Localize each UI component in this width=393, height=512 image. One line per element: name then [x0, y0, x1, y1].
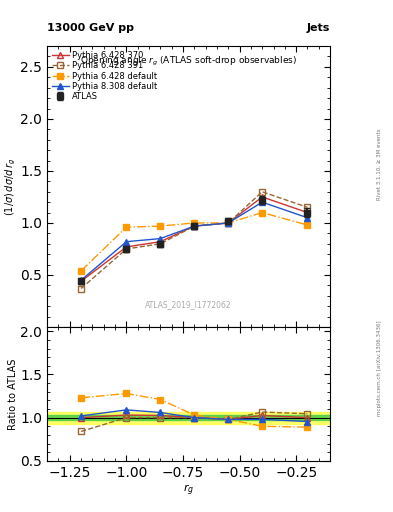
Bar: [47, 412, 330, 424]
Pythia 8.308 default: [79, 277, 83, 283]
Text: Jets: Jets: [307, 23, 330, 33]
Y-axis label: Ratio to ATLAS: Ratio to ATLAS: [7, 358, 18, 430]
Pythia 6.428 370: [124, 244, 129, 250]
Pythia 8.308 default: [260, 199, 264, 205]
Pythia 6.428 370: [192, 223, 196, 229]
Y-axis label: $(1/\sigma)\,d\sigma/d\,r_g$: $(1/\sigma)\,d\sigma/d\,r_g$: [3, 157, 18, 216]
Pythia 6.428 391: [124, 246, 129, 252]
Pythia 6.428 default: [226, 220, 231, 226]
Pythia 6.428 391: [260, 189, 264, 195]
Pythia 6.428 default: [79, 268, 83, 274]
Text: Rivet 3.1.10, ≥ 3M events: Rivet 3.1.10, ≥ 3M events: [377, 128, 382, 200]
Pythia 6.428 391: [158, 241, 163, 247]
Legend: Pythia 6.428 370, Pythia 6.428 391, Pythia 6.428 default, Pythia 8.308 default, : Pythia 6.428 370, Pythia 6.428 391, Pyth…: [50, 49, 160, 103]
Pythia 6.428 default: [124, 224, 129, 230]
Pythia 6.428 370: [158, 239, 163, 245]
Line: Pythia 6.428 default: Pythia 6.428 default: [78, 210, 310, 273]
Pythia 8.308 default: [192, 223, 196, 229]
Pythia 6.428 391: [192, 223, 196, 229]
Text: Opening angle $r_g$ (ATLAS soft-drop observables): Opening angle $r_g$ (ATLAS soft-drop obs…: [80, 54, 297, 68]
Line: Pythia 6.428 370: Pythia 6.428 370: [78, 194, 310, 284]
Pythia 8.308 default: [124, 239, 129, 245]
X-axis label: $r_g$: $r_g$: [183, 482, 194, 498]
Pythia 8.308 default: [158, 236, 163, 242]
Pythia 6.428 370: [226, 220, 231, 226]
Text: ATLAS_2019_I1772062: ATLAS_2019_I1772062: [145, 300, 232, 309]
Line: Pythia 6.428 391: Pythia 6.428 391: [78, 189, 310, 291]
Pythia 6.428 370: [305, 209, 310, 216]
Line: Pythia 8.308 default: Pythia 8.308 default: [78, 199, 310, 283]
Pythia 6.428 default: [158, 223, 163, 229]
Pythia 6.428 391: [305, 204, 310, 210]
Pythia 6.428 391: [79, 286, 83, 292]
Pythia 6.428 default: [305, 222, 310, 228]
Pythia 6.428 391: [226, 220, 231, 226]
Pythia 6.428 370: [260, 194, 264, 200]
Pythia 6.428 default: [260, 209, 264, 216]
Text: 13000 GeV pp: 13000 GeV pp: [47, 23, 134, 33]
Pythia 6.428 370: [79, 278, 83, 284]
Pythia 8.308 default: [305, 215, 310, 221]
Pythia 6.428 default: [192, 220, 196, 226]
Text: mcplots.cern.ch [arXiv:1306.3436]: mcplots.cern.ch [arXiv:1306.3436]: [377, 321, 382, 416]
Bar: [47, 415, 330, 420]
Pythia 8.308 default: [226, 220, 231, 226]
